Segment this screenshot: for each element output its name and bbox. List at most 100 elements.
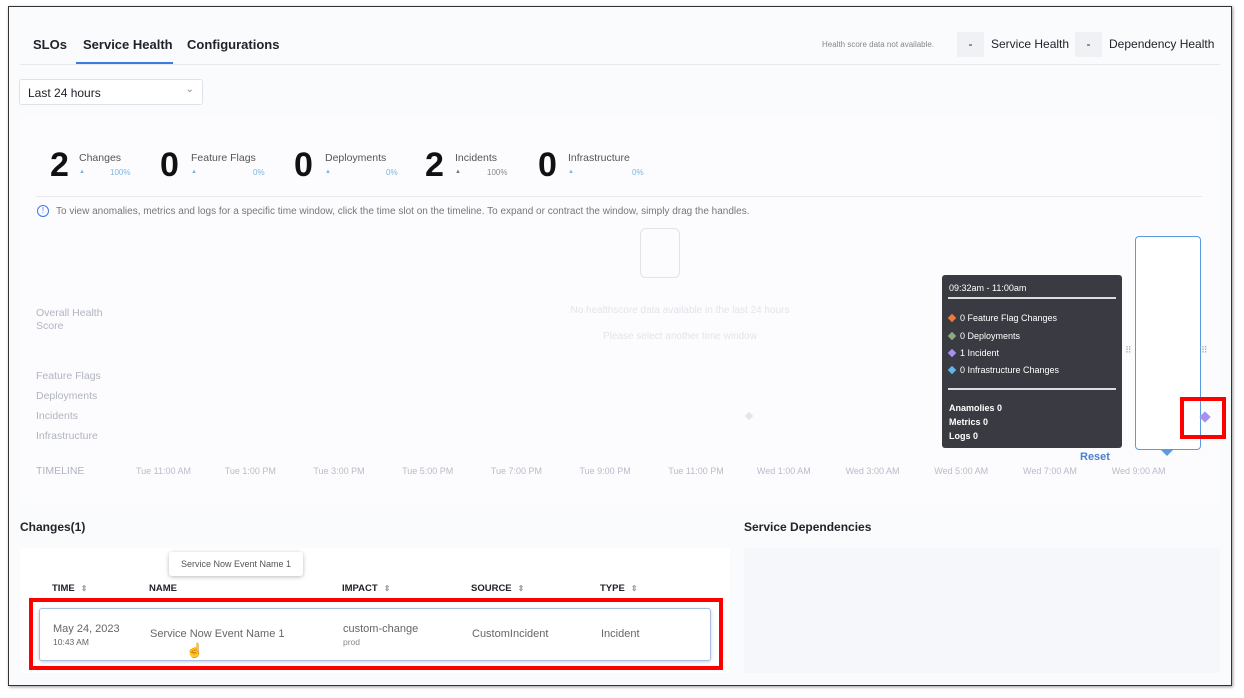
dependencies-title: Service Dependencies bbox=[744, 520, 872, 534]
column-source[interactable]: SOURCE ⇕ bbox=[471, 583, 524, 594]
empty-subtitle: Please select another time window bbox=[603, 331, 757, 342]
label: Feature Flags bbox=[191, 152, 256, 164]
tab-slos[interactable]: SLOs bbox=[33, 37, 67, 52]
row-name: Service Now Event Name 1 bbox=[150, 628, 285, 640]
tab-service-health[interactable]: Service Health bbox=[83, 37, 173, 52]
tooltip-item: 0 Infrastructure Changes bbox=[947, 365, 1060, 375]
window-pointer bbox=[1160, 449, 1174, 456]
timeline-tick: Tue 7:00 PM bbox=[490, 466, 542, 476]
hand-cursor-icon: ☝ bbox=[186, 642, 204, 658]
incident-icon bbox=[947, 348, 957, 358]
pct: 100% bbox=[487, 168, 508, 177]
text: 0 Deployments bbox=[960, 331, 1021, 341]
tooltip-item: 0 Feature Flag Changes bbox=[947, 313, 1058, 323]
selected-time-window[interactable] bbox=[1135, 236, 1201, 450]
timeline-tick: Wed 9:00 AM bbox=[1111, 466, 1166, 476]
row-source: CustomIncident bbox=[472, 628, 549, 640]
count: 0 bbox=[538, 146, 557, 184]
dependency-health-label: Dependency Health bbox=[1109, 37, 1215, 51]
timeline-tick: Tue 11:00 PM bbox=[668, 466, 724, 476]
sort-icon: ⇕ bbox=[630, 584, 638, 593]
info-text: To view anomalies, metrics and logs for … bbox=[56, 206, 750, 217]
text: NAME bbox=[149, 583, 177, 594]
active-tab-indicator bbox=[76, 62, 173, 64]
column-impact[interactable]: IMPACT ⇕ bbox=[342, 583, 390, 594]
pct: 0% bbox=[253, 168, 265, 177]
timeline-tick: Tue 5:00 PM bbox=[402, 466, 454, 476]
row-impact: custom-change bbox=[343, 623, 419, 635]
text: 0 Feature Flag Changes bbox=[960, 313, 1058, 323]
highlight-box bbox=[1180, 397, 1226, 439]
text: TYPE bbox=[600, 583, 625, 594]
column-type[interactable]: TYPE ⇕ bbox=[600, 583, 638, 594]
divider bbox=[36, 196, 1202, 197]
row-time: 10:43 AM bbox=[53, 637, 89, 647]
count: 2 bbox=[425, 146, 444, 184]
deployment-icon bbox=[947, 331, 957, 341]
tooltip-item: 0 Deployments bbox=[947, 331, 1021, 341]
table-row[interactable]: May 24, 2023 10:43 AM Service Now Event … bbox=[39, 608, 711, 661]
timeline-tick: Wed 7:00 AM bbox=[1023, 466, 1077, 476]
empty-state-illustration bbox=[640, 228, 680, 278]
time-range-value: Last 24 hours bbox=[28, 86, 101, 100]
sort-icon: ⇕ bbox=[517, 584, 525, 593]
health-note: Health score data not available. bbox=[822, 40, 935, 49]
tab-configurations[interactable]: Configurations bbox=[187, 37, 280, 52]
infrastructure-icon bbox=[947, 365, 957, 375]
dependency-health-score: - bbox=[1075, 32, 1102, 57]
label: Changes bbox=[79, 152, 122, 164]
text: 0 Infrastructure Changes bbox=[960, 365, 1060, 375]
column-time[interactable]: TIME ⇕ bbox=[52, 583, 87, 594]
label: Deployments bbox=[325, 152, 387, 164]
divider bbox=[948, 297, 1116, 299]
divider bbox=[948, 388, 1116, 390]
timeline-tick: Tue 9:00 PM bbox=[579, 466, 631, 476]
logs-count: Logs 0 bbox=[949, 431, 979, 441]
arrow-up-icon: ▲ bbox=[568, 169, 574, 175]
reset-button[interactable]: Reset bbox=[1080, 451, 1110, 463]
timeline-tick: Wed 5:00 AM bbox=[934, 466, 989, 476]
row-label-feature-flags: Feature Flags bbox=[36, 370, 101, 382]
arrow-up-icon: ▲ bbox=[191, 169, 197, 175]
row-label-deployments: Deployments bbox=[36, 390, 98, 402]
drag-handle-right-icon[interactable]: ⠿ bbox=[1201, 345, 1208, 355]
count: 0 bbox=[160, 146, 179, 184]
empty-title: No healthscore data available in the las… bbox=[570, 305, 790, 316]
divider bbox=[20, 64, 1220, 65]
sort-icon: ⇕ bbox=[80, 584, 88, 593]
text: IMPACT bbox=[342, 583, 378, 594]
tooltip-item: 1 Incident bbox=[947, 348, 1000, 358]
text: 1 Incident bbox=[960, 348, 1000, 358]
pct: 0% bbox=[386, 168, 398, 177]
changes-title: Changes(1) bbox=[20, 520, 86, 534]
pct: 100% bbox=[110, 168, 131, 177]
pct: 0% bbox=[632, 168, 644, 177]
service-health-label: Service Health bbox=[991, 37, 1070, 51]
row-label-health: Overall Health Score bbox=[36, 307, 103, 332]
anomalies-count: Anamolies 0 bbox=[949, 403, 1003, 413]
sort-icon: ⇕ bbox=[383, 584, 391, 593]
timeline-label: TIMELINE bbox=[36, 465, 85, 477]
feature-flag-icon bbox=[947, 313, 957, 323]
timeline-tooltip: 09:32am - 11:00am 0 Feature Flag Changes… bbox=[942, 275, 1122, 448]
row-date: May 24, 2023 bbox=[53, 623, 120, 635]
timeline-tick: Wed 1:00 AM bbox=[756, 466, 811, 476]
timeline-tick: Wed 3:00 AM bbox=[845, 466, 900, 476]
count: 0 bbox=[294, 146, 313, 184]
count: 2 bbox=[50, 146, 69, 184]
timeline-tick: Tue 11:00 AM bbox=[136, 466, 192, 476]
chevron-down-icon: ⌄ bbox=[185, 84, 194, 95]
row-label-incidents: Incidents bbox=[36, 410, 79, 422]
timeline-tick: Tue 3:00 PM bbox=[313, 466, 365, 476]
time-range-dropdown[interactable]: Last 24 hours ⌄ bbox=[19, 79, 203, 105]
column-name[interactable]: NAME bbox=[149, 583, 177, 594]
label: Incidents bbox=[455, 152, 498, 164]
row-label-infrastructure: Infrastructure bbox=[36, 430, 98, 442]
dependencies-panel bbox=[744, 548, 1220, 673]
timeline-tick: Tue 1:00 PM bbox=[224, 466, 276, 476]
name-tooltip: Service Now Event Name 1 bbox=[169, 552, 303, 576]
drag-handle-left-icon[interactable]: ⠿ bbox=[1125, 345, 1132, 355]
highlight-box bbox=[29, 598, 723, 670]
service-health-score: - bbox=[957, 32, 984, 57]
tooltip-range: 09:32am - 11:00am bbox=[949, 283, 1027, 293]
